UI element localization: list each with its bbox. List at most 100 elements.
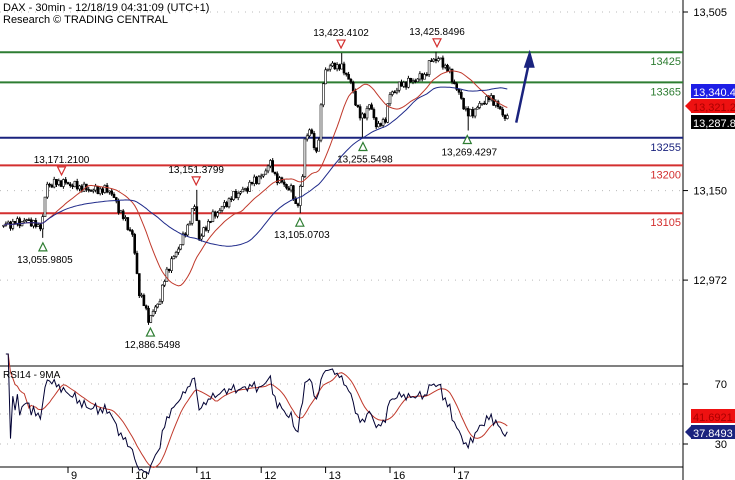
candle (103, 185, 107, 193)
candle (128, 229, 132, 231)
candle (305, 135, 309, 140)
candle (250, 181, 254, 184)
high-marker-icon (191, 176, 202, 187)
candle (473, 108, 477, 117)
candle (230, 198, 233, 201)
candle (420, 73, 424, 80)
candle (154, 306, 157, 312)
candle (39, 224, 42, 230)
candle (246, 188, 249, 192)
candle (294, 198, 298, 204)
x-tick-label: 10 (135, 470, 147, 480)
candle (425, 74, 429, 76)
candle (459, 92, 463, 99)
level-label: 13425 (650, 56, 681, 68)
chart-title: DAX - 30min - 12/18/19 04:31:09 (UTC+1) (3, 2, 210, 14)
candle (87, 189, 90, 191)
x-tick-label: 9 (71, 470, 77, 480)
candle (269, 160, 272, 167)
y-tick-label: 12,972 (693, 275, 727, 287)
candle (174, 252, 178, 257)
candle (367, 104, 371, 109)
candle (131, 230, 134, 235)
candle (310, 129, 314, 134)
candle (505, 115, 509, 119)
ma-short-line (3, 70, 508, 287)
candle (400, 81, 403, 87)
high-label: 13,151.3799 (168, 165, 224, 176)
candle (16, 218, 19, 225)
candle (331, 62, 334, 67)
candle (471, 109, 475, 117)
candle (298, 185, 302, 206)
candle (89, 190, 93, 192)
candle (379, 123, 383, 126)
candle (138, 273, 141, 296)
level-label: 13105 (650, 217, 681, 229)
candle (98, 188, 102, 195)
y-tick-label: 13,150 (693, 186, 727, 198)
ma-short-badge-bg (691, 99, 735, 113)
high-marker-icon (56, 166, 67, 177)
candle (105, 185, 109, 193)
chart-source: Research © TRADING CENTRAL (3, 14, 168, 26)
candle (142, 294, 146, 307)
candle (347, 74, 350, 80)
candle (66, 182, 70, 185)
candle (499, 106, 502, 110)
candle (363, 113, 367, 119)
ma-short-badge: 13,321.2 (693, 102, 735, 114)
candle (354, 90, 357, 106)
candle (441, 57, 445, 68)
candle (25, 219, 28, 221)
candle (407, 77, 410, 88)
last-price-badge: 13,287.8 (693, 118, 735, 130)
candle (344, 72, 348, 75)
candle (482, 102, 486, 105)
candle (253, 176, 256, 184)
candle (312, 133, 316, 149)
candle (386, 103, 390, 123)
candle (140, 294, 143, 297)
candle (409, 77, 413, 82)
low-label: 12,886.5498 (125, 340, 181, 351)
candle (289, 185, 293, 191)
low-label: 13,055.9805 (17, 255, 73, 266)
candle (211, 211, 215, 222)
candle (321, 83, 325, 106)
candle (464, 108, 468, 110)
candle (239, 191, 242, 194)
candle (158, 300, 162, 305)
candle (197, 220, 201, 240)
rsi-ma-line (5, 353, 508, 468)
candle (75, 181, 79, 190)
candle (287, 187, 291, 191)
candle (255, 176, 258, 184)
candle (223, 202, 226, 207)
candle (432, 58, 436, 62)
x-tick-label: 13 (329, 470, 341, 480)
candle (390, 91, 394, 95)
candle (384, 119, 387, 123)
candle (266, 165, 270, 172)
rsi-line (5, 353, 508, 475)
candle (186, 224, 189, 236)
candle (404, 82, 408, 88)
candle (193, 206, 196, 210)
candle (340, 63, 344, 70)
candle (64, 179, 67, 183)
candle (227, 198, 231, 208)
candle (243, 188, 247, 190)
level-label: 13200 (650, 169, 681, 181)
candle (356, 104, 360, 107)
candle (71, 185, 74, 187)
candle (57, 180, 61, 185)
candle (133, 234, 136, 254)
candle (43, 196, 47, 217)
candle (423, 74, 426, 80)
candle (151, 311, 155, 316)
candle (18, 218, 22, 227)
candle (338, 64, 341, 70)
candle (496, 101, 500, 108)
